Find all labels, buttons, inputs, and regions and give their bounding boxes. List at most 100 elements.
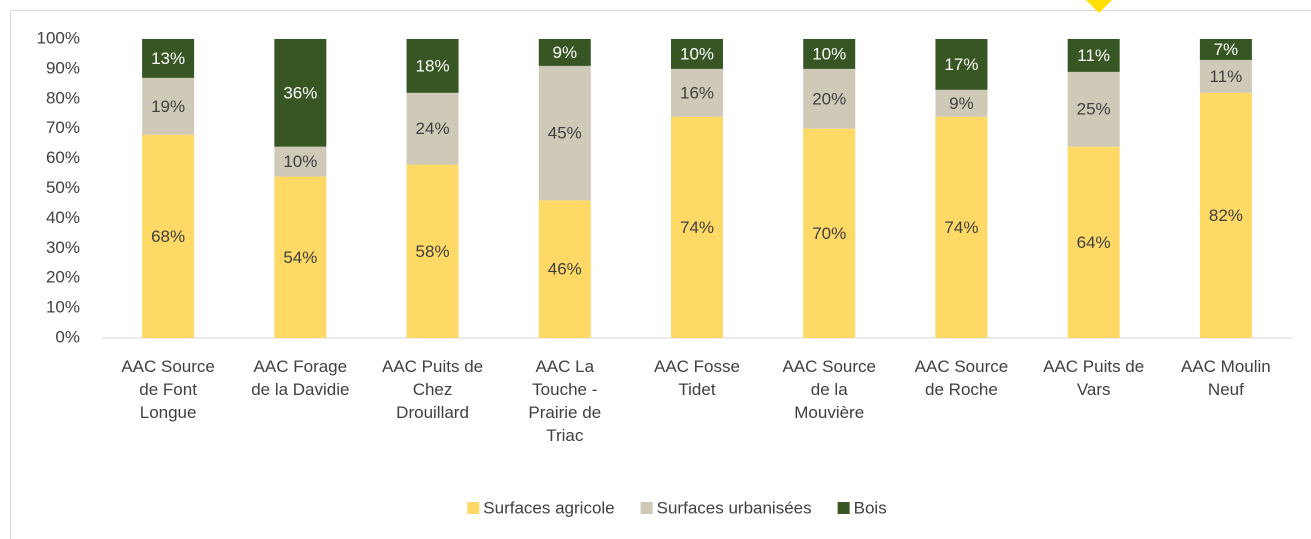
x-tick-line: AAC Moulin [1181, 357, 1271, 376]
x-tick-line: de la Davidie [251, 380, 349, 399]
bar-segment [274, 146, 327, 177]
data-label: 19% [151, 97, 185, 116]
x-tick-line: AAC Forage [254, 357, 348, 376]
y-tick-label: 0% [55, 327, 80, 346]
bar-segment [538, 39, 591, 66]
x-tick-line: AAC Source [121, 357, 215, 376]
x-tick-line: Tidet [678, 380, 715, 399]
data-label: 9% [552, 43, 577, 62]
bar-segment [671, 39, 723, 69]
bar-segment [1067, 146, 1120, 338]
x-tick-line: Prairie de [528, 403, 601, 422]
y-tick-label: 90% [46, 58, 80, 77]
data-label: 18% [416, 56, 450, 75]
data-label: 25% [1077, 100, 1111, 119]
x-tick-line: AAC Source [915, 357, 1009, 376]
y-tick-label: 80% [46, 88, 80, 107]
data-label: 46% [548, 260, 582, 279]
y-tick-label: 70% [46, 118, 80, 137]
data-label: 11% [1077, 46, 1110, 65]
legend-label: Surfaces agricole [483, 498, 614, 517]
data-label: 10% [283, 152, 317, 171]
bar-segment [1067, 39, 1120, 72]
legend-swatch [837, 502, 850, 514]
data-label: 74% [944, 218, 978, 237]
bar-segment [935, 116, 988, 339]
data-label: 68% [151, 227, 185, 246]
data-label: 17% [944, 55, 978, 74]
x-tick-line: de Roche [925, 380, 998, 399]
y-tick-label: 50% [46, 178, 80, 197]
x-tick-line: Vars [1077, 380, 1111, 399]
data-label: 58% [416, 242, 450, 261]
x-tick-line: Neuf [1208, 380, 1244, 399]
bar-segment [1067, 71, 1120, 147]
bar-segment [406, 39, 459, 93]
y-tick-label: 40% [46, 208, 80, 227]
data-label: 20% [812, 89, 846, 108]
x-tick-label: AAC Source de Font Longue [121, 357, 215, 422]
data-label: 9% [949, 94, 974, 113]
data-label: 10% [812, 44, 846, 63]
data-label: 11% [1210, 67, 1243, 86]
x-tick-line: AAC Puits de [1043, 357, 1144, 376]
legend-swatch [467, 502, 480, 514]
y-tick-label: 100% [37, 28, 80, 47]
x-tick-label: AAC La Touche - Prairie de Triac [528, 357, 601, 445]
x-tick-line: Chez [413, 380, 453, 399]
x-tick-label: AAC Puits de Chez Drouillard [382, 357, 483, 422]
legend: Surfaces agricole Surfaces urbanisées Bois [467, 498, 887, 517]
legend-label: Bois [854, 498, 887, 517]
data-label: 7% [1214, 40, 1239, 59]
data-label: 16% [680, 83, 714, 102]
x-tick-label: AAC Moulin Neuf [1181, 357, 1271, 399]
x-tick-line: AAC Source [782, 357, 876, 376]
y-tick-label: 10% [46, 298, 80, 317]
bar-segment [406, 164, 459, 338]
data-label: 13% [151, 49, 185, 68]
data-label: 10% [680, 44, 714, 63]
x-tick-line: de Font [139, 380, 197, 399]
bar-segment [538, 200, 591, 338]
data-label: 24% [416, 119, 450, 138]
x-tick-label: AAC Fosse Tidet [654, 357, 740, 399]
bar-segment [803, 128, 856, 338]
y-tick-label: 20% [46, 268, 80, 287]
x-tick-line: AAC Puits de [382, 357, 483, 376]
bar-segment [935, 89, 988, 117]
legend-swatch [640, 502, 653, 514]
bar-segment [1199, 59, 1252, 93]
bar-segment [803, 68, 856, 129]
marker [1086, 0, 1112, 13]
bar-segment [142, 134, 195, 338]
data-label: 36% [283, 83, 317, 102]
bar-segment [406, 92, 459, 165]
bar-segment [671, 116, 723, 339]
bar-segment [538, 65, 591, 201]
bar-segment [142, 77, 195, 135]
x-tick-line: Longue [140, 403, 197, 422]
data-label: 54% [283, 248, 317, 267]
x-tick-line: Touche - [532, 380, 597, 399]
data-label: 45% [548, 124, 582, 143]
bar-segment [1199, 39, 1252, 60]
x-tick-line: Triac [546, 426, 584, 445]
bar-segment [274, 176, 327, 338]
x-tick-label: AAC Source de la Mouvière [782, 357, 876, 422]
x-tick-label: AAC Source de Roche [915, 357, 1009, 399]
data-label: 70% [812, 224, 846, 243]
data-label: 64% [1077, 233, 1111, 252]
bar-segment [1199, 92, 1252, 338]
x-tick-label: AAC Puits de Vars [1043, 357, 1144, 399]
x-tick-line: de la [811, 380, 848, 399]
bar-segment [671, 68, 723, 117]
y-tick-label: 30% [46, 238, 80, 257]
x-tick-line: Mouvière [794, 403, 864, 422]
y-tick-label: 60% [46, 148, 80, 167]
x-tick-line: Drouillard [396, 403, 469, 422]
x-tick-line: AAC La [535, 357, 594, 376]
data-label: 74% [680, 218, 714, 237]
x-tick-label: AAC Forage de la Davidie [251, 357, 349, 399]
bar-segment [935, 39, 988, 90]
bar-segment [274, 39, 327, 147]
